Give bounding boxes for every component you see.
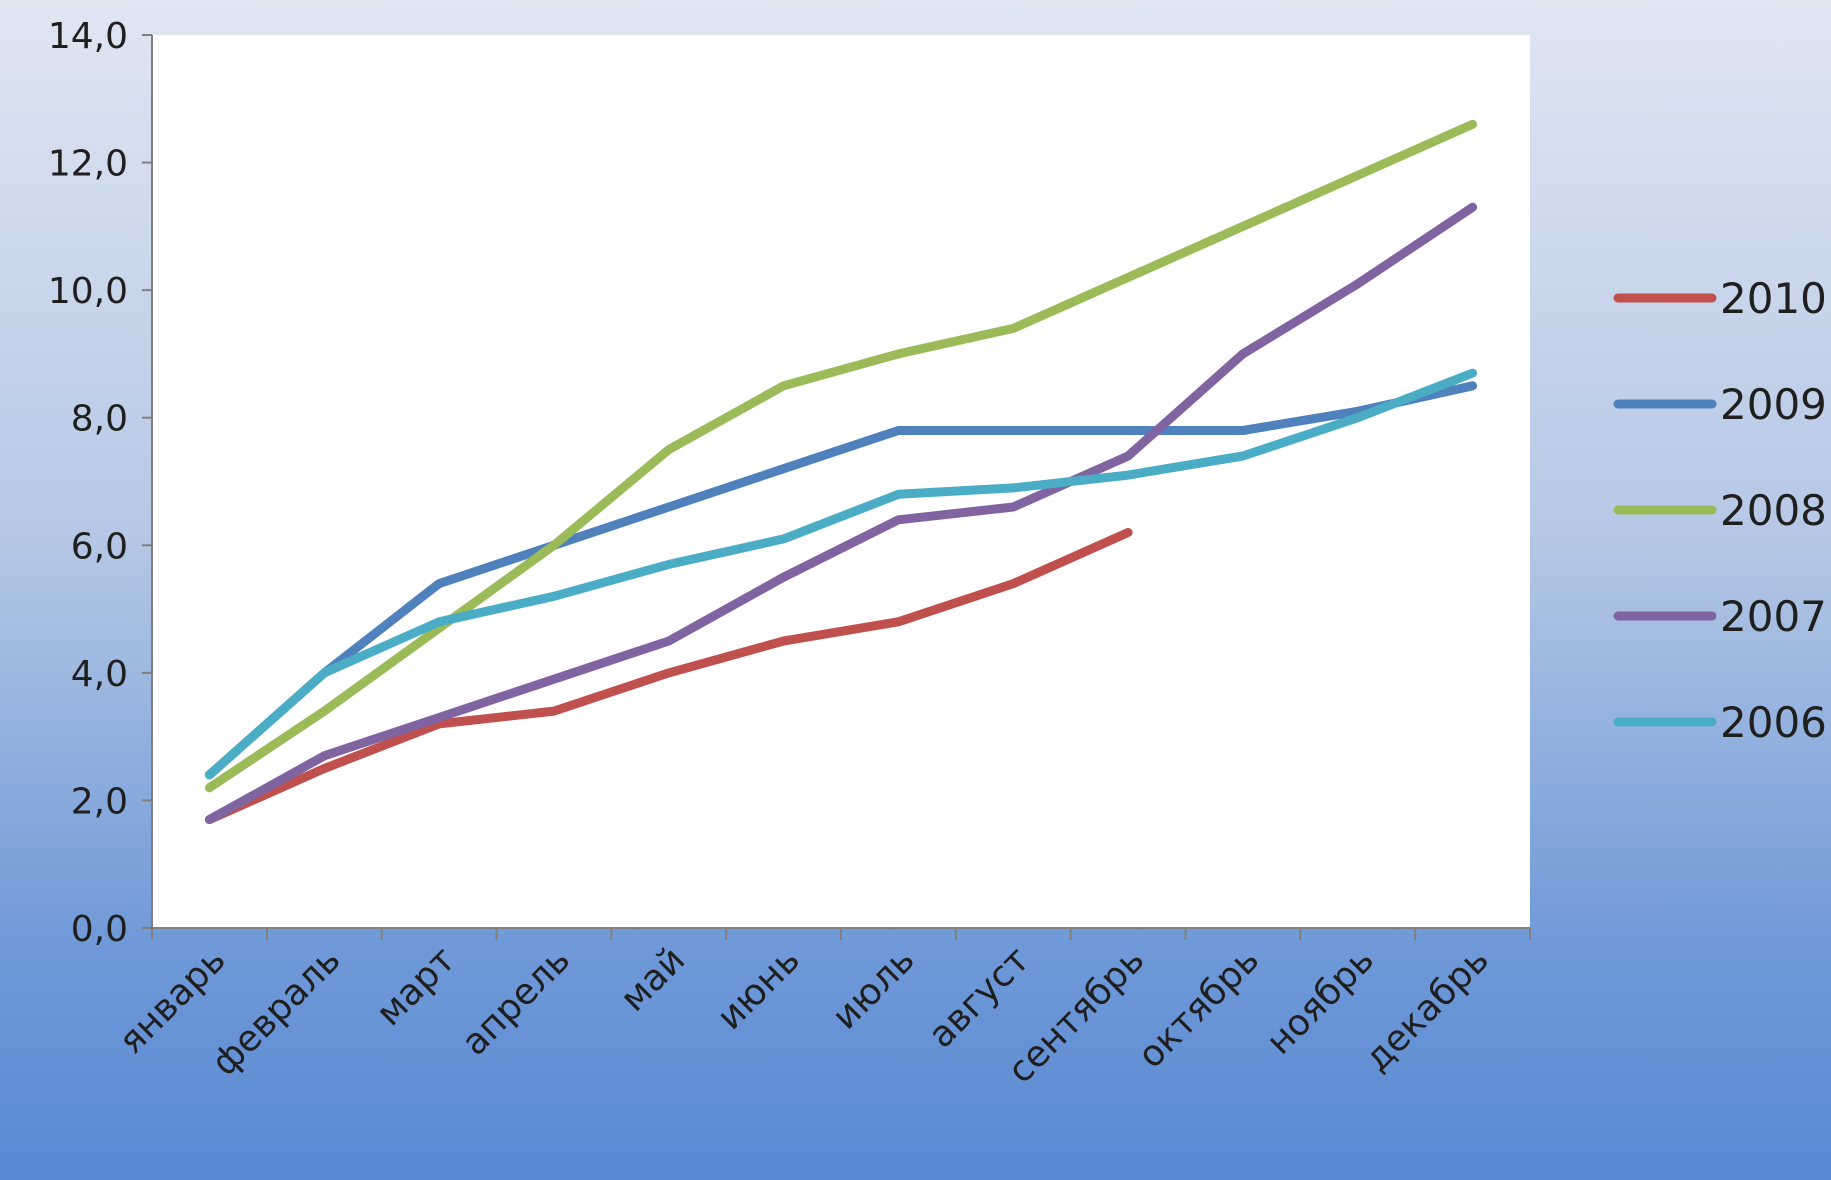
y-tick-label: 4,0 [71, 654, 128, 695]
x-tick-label: декабрь [1357, 939, 1497, 1079]
x-tick-label: июнь [709, 939, 808, 1038]
y-tick-label: 12,0 [48, 144, 128, 185]
x-tick-label: август [921, 939, 1038, 1056]
series-line-2008 [204, 119, 1478, 793]
x-tick-label: июль [825, 939, 923, 1037]
legend-label-2006: 2006 [1720, 698, 1827, 747]
y-tick-label: 14,0 [48, 16, 128, 57]
x-tick-label: май [613, 939, 693, 1019]
y-tick-label: 2,0 [71, 781, 128, 822]
x-tick-label: октябрь [1130, 939, 1267, 1076]
series-line-2006 [204, 368, 1478, 780]
legend: 2010 2009 2008 2007 2006 [1613, 274, 1827, 747]
series-lines [204, 119, 1478, 825]
y-tick-label: 8,0 [71, 399, 128, 440]
legend-label-2008: 2008 [1720, 486, 1827, 535]
series-line-2007 [204, 202, 1478, 825]
x-tick-label: апрель [454, 939, 578, 1063]
legend-label-2009: 2009 [1720, 380, 1827, 429]
x-tick-label: март [369, 939, 464, 1034]
y-tick-label: 0,0 [71, 909, 128, 950]
series-line-2010 [204, 528, 1133, 825]
y-tick-label: 6,0 [71, 526, 128, 567]
y-tick-label: 10,0 [48, 271, 128, 312]
series-line-2009 [204, 381, 1478, 780]
plot-area [152, 35, 1530, 928]
y-axis: 0,0 2,0 4,0 6,0 8,0 10,0 12,0 14,0 [48, 16, 153, 950]
legend-label-2010: 2010 [1720, 274, 1827, 323]
legend-label-2007: 2007 [1720, 592, 1827, 641]
